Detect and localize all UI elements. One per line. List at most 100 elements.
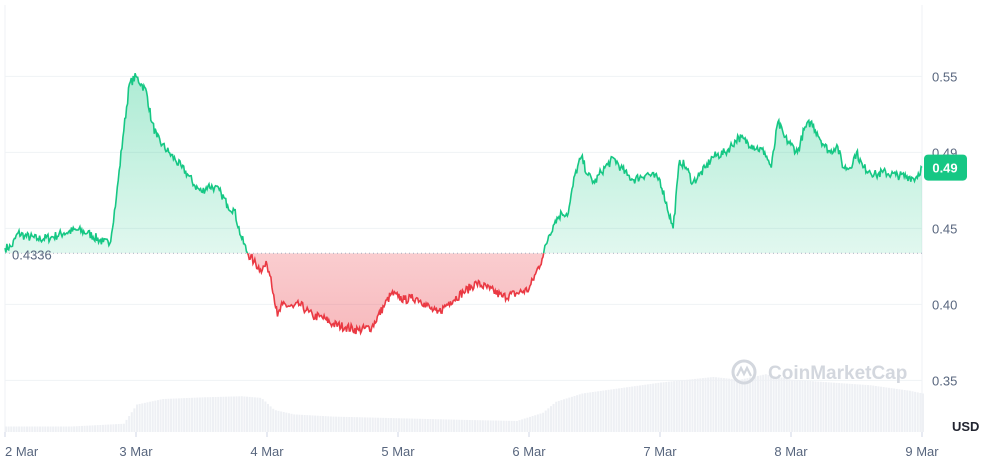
volume-bar xyxy=(70,426,73,432)
volume-bar xyxy=(560,400,563,432)
y-tick-label: 0.45 xyxy=(932,221,957,236)
volume-bar xyxy=(453,419,456,432)
volume-bar xyxy=(445,419,448,432)
volume-bar xyxy=(890,388,893,432)
volume-bar xyxy=(526,417,529,432)
volume-bar xyxy=(240,396,243,432)
volume-bar xyxy=(887,387,890,432)
volume-bar xyxy=(612,389,615,432)
volume-bar xyxy=(303,414,306,432)
volume-bar xyxy=(586,392,589,432)
volume-bar xyxy=(699,378,702,432)
volume-bar xyxy=(206,397,209,432)
volume-bar xyxy=(432,419,435,432)
volume-bar xyxy=(151,401,154,432)
volume-bar xyxy=(678,380,681,432)
volume-bar xyxy=(259,397,262,432)
volume-bar xyxy=(754,376,757,432)
area-below-baseline xyxy=(5,253,922,334)
volume-bar xyxy=(686,379,689,432)
volume-bar xyxy=(725,378,728,432)
volume-bar xyxy=(591,392,594,432)
volume-bar xyxy=(688,379,691,432)
volume-bar xyxy=(665,381,668,432)
volume-bar xyxy=(246,396,249,432)
volume-bar xyxy=(646,384,649,432)
volume-bar xyxy=(864,384,867,432)
volume-bar xyxy=(439,419,442,432)
volume-bar xyxy=(877,386,880,432)
volume-bar xyxy=(261,399,264,432)
volume-bar xyxy=(827,382,830,432)
volume-bar xyxy=(542,412,545,432)
volume-bar xyxy=(775,376,778,432)
volume-bar xyxy=(392,418,395,432)
volume-bar xyxy=(175,398,178,432)
volume-bar xyxy=(350,417,353,432)
volume-bar xyxy=(5,426,7,432)
volume-bar xyxy=(20,426,23,432)
volume-bar xyxy=(707,377,710,432)
volume-bar xyxy=(434,419,437,432)
volume-bar xyxy=(235,396,238,432)
volume-bar xyxy=(547,408,550,432)
x-tick-label: 7 Mar xyxy=(643,444,677,459)
volume-bar xyxy=(694,378,697,432)
volume-bar xyxy=(518,420,521,432)
y-tick-label: 0.55 xyxy=(932,69,957,84)
volume-bar xyxy=(183,398,186,432)
volume-bar xyxy=(846,383,849,432)
volume-bar xyxy=(146,402,149,432)
x-axis: 2 Mar 3 Mar 4 Mar 5 Mar 6 Mar 7 Mar 8 Mar 9 Mar xyxy=(4,432,939,459)
volume-bar xyxy=(99,424,102,432)
volume-bar xyxy=(712,377,715,432)
volume-bar xyxy=(866,385,869,432)
volume-bar xyxy=(227,396,230,432)
volume-bar xyxy=(610,389,613,432)
volume-bar xyxy=(510,420,513,432)
volume-bar xyxy=(44,426,47,432)
volume-bar xyxy=(720,377,723,432)
volume-bar xyxy=(374,417,377,432)
logo-m-icon xyxy=(736,365,752,377)
volume-bar xyxy=(136,404,138,432)
volume-bar xyxy=(840,383,843,432)
volume-bar xyxy=(628,386,631,432)
volume-bar xyxy=(384,417,387,432)
volume-bar xyxy=(872,385,875,432)
volume-bar xyxy=(143,402,146,432)
price-line-up xyxy=(4,72,923,254)
volume-bar xyxy=(340,416,343,432)
x-tick-label: 2 Mar xyxy=(5,444,39,459)
volume-bar xyxy=(54,426,57,432)
volume-bar xyxy=(65,426,68,432)
volume-bar xyxy=(460,419,463,432)
volume-bar xyxy=(62,426,65,432)
volume-bar xyxy=(791,379,793,432)
volume-bar xyxy=(196,397,199,432)
volume-bar xyxy=(505,420,508,432)
volume-bar xyxy=(730,378,733,432)
volume-bar xyxy=(633,386,636,432)
volume-bar xyxy=(112,424,115,432)
volume-bar xyxy=(180,398,183,432)
volume-bar xyxy=(667,381,670,432)
volume-bar xyxy=(185,398,188,432)
volume-bar xyxy=(125,419,128,432)
volume-bar xyxy=(825,382,828,432)
volume-bar xyxy=(60,426,63,432)
volume-bar xyxy=(78,426,81,432)
volume-bar xyxy=(777,377,780,432)
volume-bar xyxy=(348,416,351,432)
volume-bar xyxy=(327,416,330,432)
volume-bar xyxy=(80,425,83,432)
volume-bar xyxy=(274,410,277,432)
volume-bar xyxy=(204,397,207,432)
volume-bar xyxy=(484,420,487,432)
volume-bar xyxy=(31,426,34,432)
volume-bar xyxy=(39,426,42,432)
volume-bar xyxy=(332,416,335,432)
volume-bar xyxy=(549,406,552,432)
volume-bar xyxy=(500,420,503,432)
